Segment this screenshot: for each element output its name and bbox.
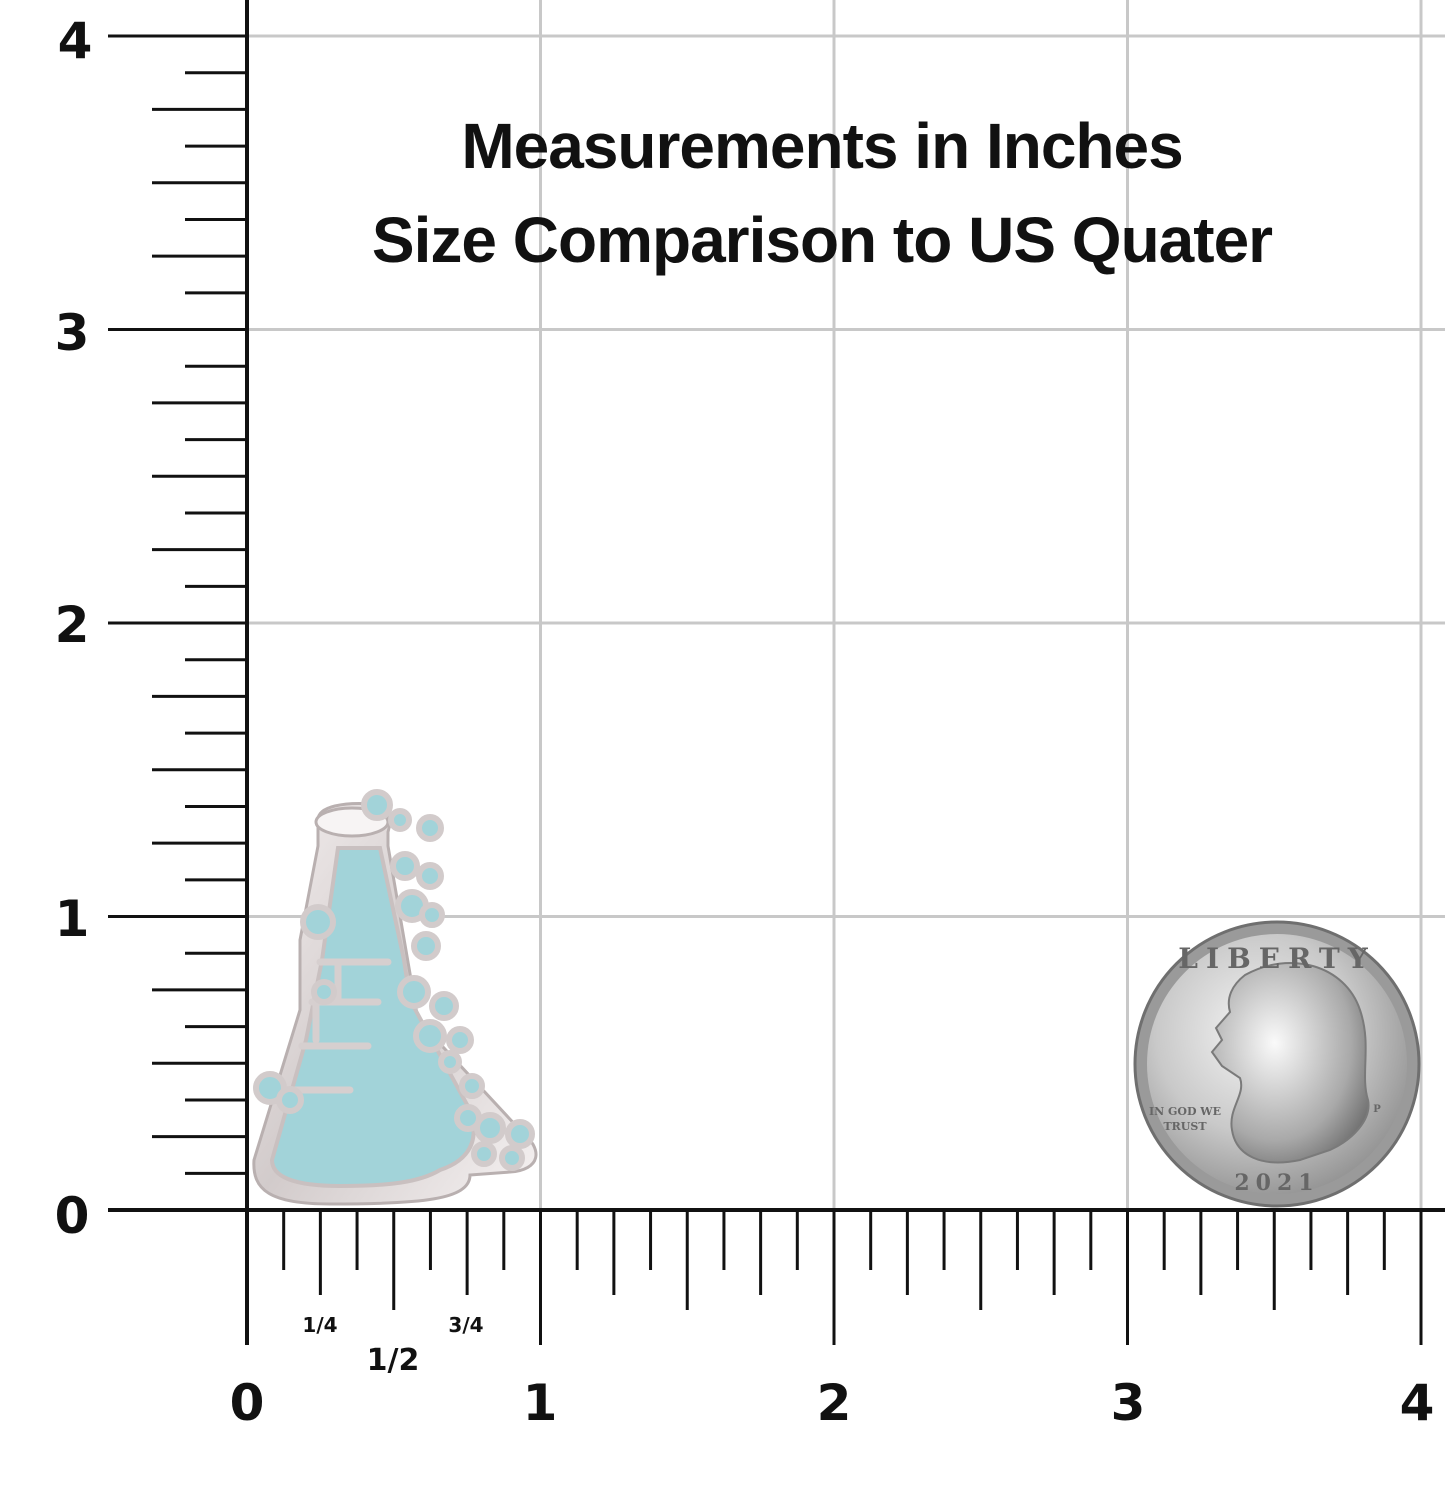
fraction-label-three-quarter: 3/4 xyxy=(448,1313,483,1337)
coin-text: LIBERTY IN GOD WE TRUST 2021 P xyxy=(1149,942,1381,1196)
x-label-3: 3 xyxy=(1111,1374,1146,1432)
us-quarter-coin-icon: LIBERTY IN GOD WE TRUST 2021 P xyxy=(1133,920,1421,1208)
ruler-axes xyxy=(108,0,1445,1345)
grid-lines xyxy=(247,0,1445,1210)
coin-liberty: LIBERTY xyxy=(1178,942,1375,975)
x-axis-labels: 0 1 2 3 4 1/4 1/2 3/4 xyxy=(230,1313,1435,1432)
title-line-2: Size Comparison to US Quater xyxy=(372,204,1272,276)
fraction-label-quarter: 1/4 xyxy=(302,1313,337,1337)
y-label-0: 0 xyxy=(55,1187,90,1245)
x-label-0: 0 xyxy=(230,1374,265,1432)
coin-year: 2021 xyxy=(1234,1170,1319,1196)
flask-pin-icon xyxy=(252,789,538,1206)
x-label-1: 1 xyxy=(523,1374,558,1432)
y-label-3: 3 xyxy=(55,304,90,362)
coin-motto-2: TRUST xyxy=(1163,1120,1207,1133)
coin-bust xyxy=(1210,961,1370,1164)
coin-motto-1: IN GOD WE xyxy=(1149,1105,1221,1118)
title-block: Measurements in Inches Size Comparison t… xyxy=(372,110,1273,276)
fraction-label-half: 1/2 xyxy=(367,1343,420,1378)
coin-mint-mark: P xyxy=(1373,1104,1381,1115)
title-line-1: Measurements in Inches xyxy=(461,110,1182,182)
x-label-2: 2 xyxy=(817,1374,852,1432)
flask-pin-bubbles xyxy=(253,789,535,1171)
y-label-4: 4 xyxy=(58,12,93,70)
x-label-4: 4 xyxy=(1400,1374,1435,1432)
y-axis-labels: 0 1 2 3 4 xyxy=(55,12,93,1245)
y-label-2: 2 xyxy=(55,596,90,654)
y-label-1: 1 xyxy=(55,890,90,948)
